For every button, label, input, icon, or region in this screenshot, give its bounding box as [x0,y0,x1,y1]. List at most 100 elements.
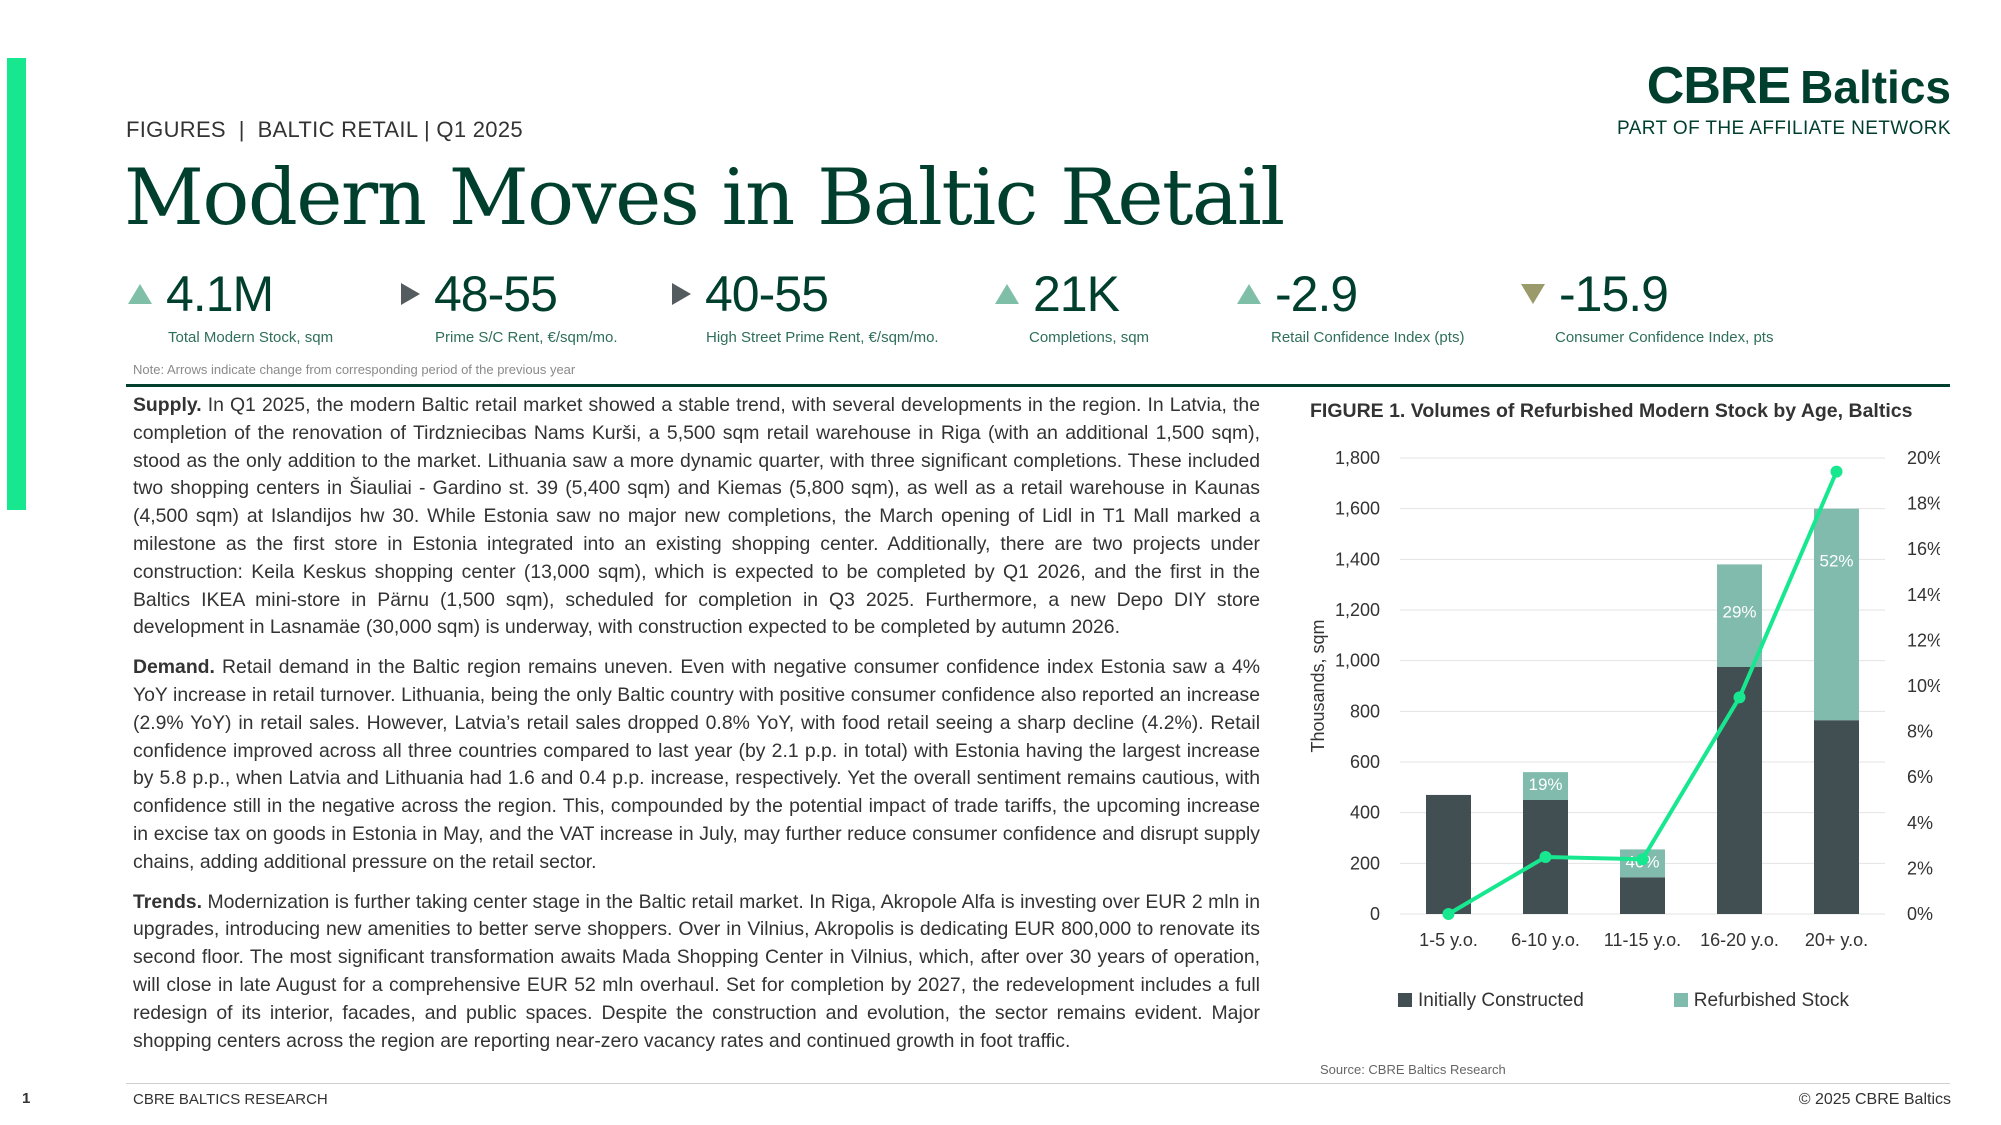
kpi-label: Consumer Confidence Index, pts [1555,329,1774,346]
x-tick-label: 16-20 y.o. [1700,930,1779,950]
paragraph-demand: Demand. Retail demand in the Baltic regi… [133,654,1260,876]
kpi-total-stock: 4.1M Total Modern Stock, sqm [128,265,333,346]
breadcrumb-section: FIGURES [126,117,226,142]
breadcrumb-separator: | [423,117,430,142]
breadcrumb-separator: | [238,117,245,142]
kpi-label: High Street Prime Rent, €/sqm/mo. [706,329,939,346]
y2-tick-label: 12% [1907,630,1940,650]
arrow-up-icon [995,284,1019,304]
paragraph-lead: Demand. [133,656,215,679]
paragraph-body: Retail demand in the Baltic region remai… [133,656,1260,873]
y-tick-label: 1,000 [1335,651,1380,671]
bar-initial [1814,720,1859,914]
breadcrumb-period: Q1 2025 [436,117,523,142]
y2-tick-label: 16% [1907,539,1940,559]
page-number: 1 [22,1090,31,1107]
page-title: Modern Moves in Baltic Retail [124,153,1285,243]
legend-label: Refurbished Stock [1693,990,1850,1011]
bar-refurbished [1717,564,1762,667]
bar-initial [1426,794,1471,914]
breadcrumb-topic: BALTIC RETAIL [257,117,418,142]
paragraph-supply: Supply. In Q1 2025, the modern Baltic re… [133,392,1260,642]
breadcrumb: FIGURES | BALTIC RETAIL | Q1 2025 [126,117,523,143]
paragraph-body: Modernization is further taking center s… [133,890,1260,1052]
x-tick-label: 6-10 y.o. [1511,930,1580,950]
refurbished-stock-chart: 0 200 400 600 800 1,000 1,200 1,400 1,600 1,800 0%… [1308,448,1940,950]
brand-tagline: PART OF THE AFFILIATE NETWORK [1617,118,1951,139]
y-tick-label: 1,600 [1335,499,1380,519]
arrow-note: Note: Arrows indicate change from corres… [133,362,576,377]
bar-data-label: 19% [1528,775,1562,794]
y-axis-label: Thousands, sqm [1308,619,1328,752]
refurbished-share-line [1447,470,1839,916]
y-tick-label: 1,200 [1335,600,1380,620]
y2-tick-label: 0% [1907,904,1933,924]
kpi-value: 48-55 [434,266,558,322]
kpi-retail-confidence: -2.9 Retail Confidence Index (pts) [1237,265,1464,346]
kpi-consumer-confidence: -15.9 Consumer Confidence Index, pts [1521,265,1773,346]
y2-tick-label: 6% [1907,767,1933,787]
legend-item-initial: Initially Constructed [1398,990,1584,1012]
body-text: Supply. In Q1 2025, the modern Baltic re… [133,392,1260,1067]
kpi-label: Completions, sqm [1029,329,1150,346]
bar-refurbished [1523,772,1568,800]
kpi-value: 4.1M [166,266,274,322]
figure-source: Source: CBRE Baltics Research [1320,1062,1506,1077]
kpi-label: Total Modern Stock, sqm [168,329,334,346]
bar-data-label: 29% [1722,602,1756,621]
y2-tick-label: 10% [1907,676,1940,696]
kpi-value: 21K [1033,266,1120,322]
kpi-label: Prime S/C Rent, €/sqm/mo. [435,329,618,346]
brand-name: CBRE [1646,57,1791,115]
x-tick-label: 20+ y.o. [1805,930,1868,950]
legend-label: Initially Constructed [1418,990,1584,1011]
arrow-up-icon [1237,284,1261,304]
line-point [1442,908,1455,920]
arrow-down-icon [1521,284,1545,304]
kpi-high-street-rent: 40-55 High Street Prime Rent, €/sqm/mo. [672,265,939,346]
footer-copyright: © 2025 CBRE Baltics [1798,1091,1951,1108]
paragraph-body: In Q1 2025, the modern Baltic retail mar… [133,394,1260,639]
divider [126,384,1950,387]
line-point [1830,465,1843,478]
brand-logo: CBRE Baltics PART OF THE AFFILIATE NETWOR… [1617,56,1951,140]
y2-tick-label: 2% [1907,858,1933,878]
kpi-value: -2.9 [1275,266,1358,322]
legend-swatch [1398,993,1412,1007]
kpi-value: 40-55 [705,266,829,322]
chart-legend: Initially Constructed Refurbished Stock [1398,990,1849,1012]
kpi-prime-sc-rent: 48-55 Prime S/C Rent, €/sqm/mo. [401,265,618,346]
bar-initial [1717,667,1762,914]
line-point [1539,851,1552,863]
y-tick-label: 0 [1370,904,1380,924]
y2-tick-label: 20% [1907,448,1940,468]
arrow-right-icon [401,283,420,305]
bar-refurbished [1814,508,1859,721]
legend-swatch [1673,993,1688,1007]
brand-region: Baltics [1800,61,1951,113]
y2-tick-label: 14% [1907,585,1940,605]
y-tick-label: 1,400 [1335,549,1380,569]
y-tick-label: 1,800 [1335,448,1380,468]
y-tick-label: 600 [1350,752,1380,772]
y2-tick-label: 4% [1907,813,1933,833]
bar-initial [1620,877,1665,914]
arrow-up-icon [128,284,152,304]
y2-tick-label: 8% [1907,722,1933,742]
legend-item-refurbished: Refurbished Stock [1673,990,1850,1012]
footer-divider [126,1083,1950,1084]
paragraph-trends: Trends. Modernization is further taking … [133,889,1260,1056]
footer-left: CBRE BALTICS RESEARCH [133,1091,328,1108]
x-tick-label: 11-15 y.o. [1604,930,1681,950]
kpi-completions: 21K Completions, sqm [995,265,1149,346]
y-tick-label: 400 [1350,803,1380,823]
paragraph-lead: Trends. [133,890,202,913]
figure-title: FIGURE 1. Volumes of Refurbished Modern … [1310,400,1913,422]
kpi-value: -15.9 [1559,266,1669,322]
y-tick-label: 200 [1350,853,1380,873]
bar-data-label: 52% [1819,552,1853,571]
x-tick-label: 1-5 y.o. [1419,930,1478,950]
line-point [1636,853,1649,866]
accent-bar [7,58,26,510]
y-tick-label: 800 [1350,701,1380,721]
